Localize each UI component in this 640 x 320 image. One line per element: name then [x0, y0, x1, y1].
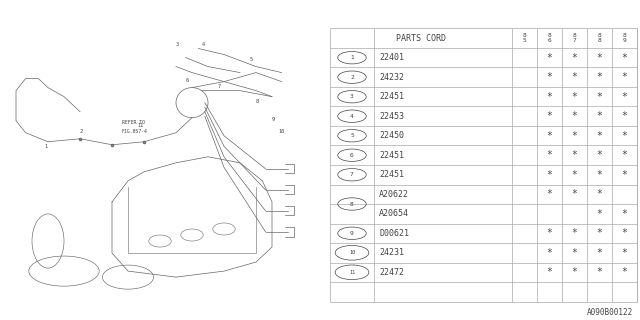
Text: 5: 5 [250, 57, 253, 61]
Text: 22472: 22472 [379, 268, 404, 277]
Text: *: * [621, 72, 627, 82]
Text: 6: 6 [350, 153, 354, 158]
Text: *: * [621, 228, 627, 238]
Text: *: * [596, 228, 602, 238]
Text: *: * [547, 150, 552, 160]
Text: *: * [547, 111, 552, 121]
Text: 22450: 22450 [379, 131, 404, 140]
Text: *: * [621, 209, 627, 219]
Text: 22451: 22451 [379, 92, 404, 101]
Text: *: * [596, 53, 602, 63]
Text: *: * [572, 189, 577, 199]
Text: *: * [572, 267, 577, 277]
Text: 4: 4 [202, 42, 205, 46]
Text: *: * [596, 267, 602, 277]
Text: *: * [572, 248, 577, 258]
Text: 1: 1 [350, 55, 354, 60]
Text: *: * [547, 248, 552, 258]
Text: *: * [547, 72, 552, 82]
Text: 8: 8 [350, 202, 354, 206]
Text: *: * [547, 228, 552, 238]
Text: *: * [572, 53, 577, 63]
Text: 8
8: 8 8 [598, 33, 601, 43]
Text: *: * [596, 72, 602, 82]
Text: *: * [596, 111, 602, 121]
Text: 5: 5 [350, 133, 354, 138]
Text: *: * [547, 170, 552, 180]
Text: *: * [621, 111, 627, 121]
Text: *: * [547, 53, 552, 63]
Text: 22453: 22453 [379, 112, 404, 121]
Text: 22451: 22451 [379, 170, 404, 179]
Text: *: * [621, 267, 627, 277]
Text: 9: 9 [350, 231, 354, 236]
Text: *: * [572, 150, 577, 160]
Text: 8
6: 8 6 [548, 33, 551, 43]
Text: *: * [572, 228, 577, 238]
Text: 10: 10 [278, 129, 285, 134]
Text: A090B00122: A090B00122 [588, 308, 634, 317]
Text: 3: 3 [176, 42, 179, 46]
Text: FIG.057-4: FIG.057-4 [122, 129, 147, 134]
Text: *: * [596, 248, 602, 258]
Text: *: * [572, 72, 577, 82]
Text: 7: 7 [218, 84, 221, 89]
Text: 24231: 24231 [379, 248, 404, 257]
Text: 8: 8 [256, 99, 259, 104]
Text: 2: 2 [350, 75, 354, 80]
Text: *: * [572, 92, 577, 102]
Text: 6: 6 [186, 77, 189, 83]
Text: *: * [621, 150, 627, 160]
Text: *: * [547, 189, 552, 199]
Text: *: * [547, 131, 552, 141]
Text: *: * [547, 267, 552, 277]
Text: *: * [572, 170, 577, 180]
Text: *: * [572, 111, 577, 121]
Text: 9: 9 [272, 117, 275, 122]
Text: 8
5: 8 5 [523, 33, 526, 43]
Text: 22401: 22401 [379, 53, 404, 62]
Text: 11: 11 [138, 123, 144, 128]
Text: *: * [596, 131, 602, 141]
Text: *: * [596, 209, 602, 219]
Text: 11: 11 [349, 270, 355, 275]
Text: *: * [621, 248, 627, 258]
Text: 2: 2 [80, 129, 83, 134]
Text: *: * [596, 92, 602, 102]
Text: 4: 4 [350, 114, 354, 119]
Text: *: * [621, 53, 627, 63]
Text: 24232: 24232 [379, 73, 404, 82]
Text: *: * [596, 189, 602, 199]
Text: 22451: 22451 [379, 151, 404, 160]
Text: *: * [547, 92, 552, 102]
Text: PARTS CORD: PARTS CORD [396, 34, 446, 43]
Text: 3: 3 [350, 94, 354, 99]
Text: 8
9: 8 9 [623, 33, 626, 43]
Text: 8
7: 8 7 [573, 33, 576, 43]
Text: *: * [621, 131, 627, 141]
Text: A20654: A20654 [379, 209, 409, 218]
Text: D00621: D00621 [379, 229, 409, 238]
Text: *: * [621, 92, 627, 102]
Text: 7: 7 [350, 172, 354, 177]
Text: *: * [596, 150, 602, 160]
Text: *: * [621, 170, 627, 180]
Text: *: * [572, 131, 577, 141]
Text: *: * [596, 170, 602, 180]
Text: 10: 10 [349, 250, 355, 255]
Text: REFER TO: REFER TO [122, 120, 145, 125]
Text: A20622: A20622 [379, 190, 409, 199]
Text: 1: 1 [45, 144, 48, 149]
